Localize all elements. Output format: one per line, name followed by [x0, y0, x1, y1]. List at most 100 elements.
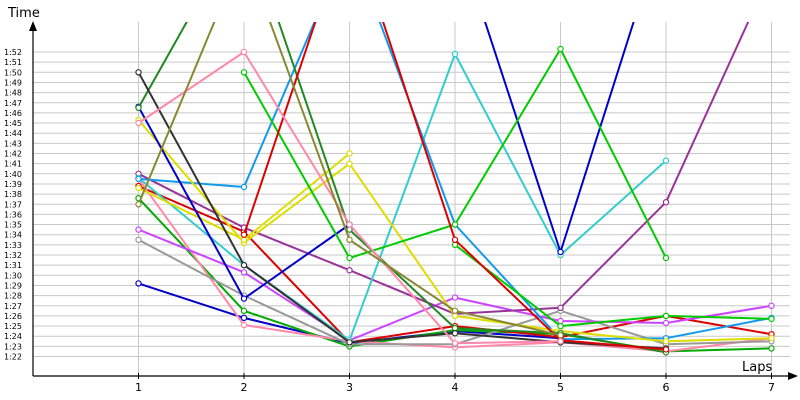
y-tick-label: 1:37 [4, 200, 22, 209]
x-axis-label: Laps [742, 360, 772, 375]
y-tick-label: 1:33 [4, 241, 22, 250]
data-point [346, 221, 353, 228]
series-18 [240, 22, 670, 353]
y-tick-label: 1:43 [4, 139, 22, 148]
series-line [137, 22, 667, 354]
y-tick-label: 1:25 [4, 322, 22, 331]
data-point [346, 150, 353, 157]
data-point [135, 69, 142, 76]
data-point [662, 312, 670, 320]
x-tick-label: 1 [135, 381, 142, 394]
series-7 [135, 22, 750, 318]
y-tick-label: 1:38 [4, 190, 22, 199]
data-point [557, 45, 564, 53]
y-tick-label: 1:42 [4, 150, 22, 159]
data-point [451, 221, 459, 228]
data-point [557, 338, 564, 345]
data-point [135, 175, 142, 183]
data-point [135, 104, 142, 112]
data-point [240, 295, 248, 302]
y-tick-label: 1:39 [4, 180, 22, 189]
data-point [240, 307, 248, 314]
series-lines [135, 22, 775, 356]
data-point [135, 184, 142, 192]
data-point [346, 254, 353, 262]
x-tick-label: 7 [768, 381, 775, 394]
y-tick-label: 1:52 [4, 48, 22, 57]
data-point [662, 254, 670, 262]
data-point [346, 339, 353, 346]
data-point [557, 317, 564, 325]
y-tick-label: 1:44 [4, 129, 22, 138]
data-point [768, 345, 775, 352]
data-point [451, 294, 459, 301]
series-19 [135, 48, 564, 347]
data-point [451, 307, 459, 314]
y-tick-label: 1:48 [4, 89, 22, 98]
data-point [451, 324, 459, 332]
series-6 [135, 226, 775, 344]
data-point [768, 335, 775, 342]
series-line [454, 244, 772, 328]
data-point [346, 236, 353, 243]
y-tick-label: 1:35 [4, 221, 22, 230]
x-tick-label: 2 [241, 381, 248, 394]
data-point [240, 231, 248, 238]
data-point [557, 304, 564, 311]
data-point [768, 302, 775, 309]
x-tick-label: 3 [346, 381, 353, 394]
data-point [240, 236, 248, 243]
x-tick-label: 6 [663, 381, 670, 394]
y-tick-label: 1:26 [4, 312, 22, 321]
data-point [557, 332, 564, 339]
data-point [557, 322, 564, 330]
x-tick-label: 5 [557, 381, 564, 394]
data-point [662, 338, 670, 345]
series-13 [484, 22, 635, 256]
y-tick-label: 1:45 [4, 119, 22, 128]
y-tick-label: 1:23 [4, 342, 22, 351]
data-point [240, 183, 248, 191]
data-point [662, 319, 670, 327]
tick-labels: 1:22 1:231:241:251:261:271:28 1:291:301:31… [4, 48, 775, 394]
data-point [240, 321, 248, 329]
data-point [135, 280, 142, 287]
data-point [240, 48, 248, 56]
data-point [451, 236, 459, 243]
data-point [768, 315, 775, 323]
y-axis-arrow [29, 21, 37, 31]
y-axis-label: Time [7, 6, 40, 21]
series-16 [135, 22, 670, 356]
gridlines [33, 22, 790, 376]
y-tick-label: 1:34 [4, 231, 22, 240]
series-11 [135, 150, 353, 243]
data-point [135, 226, 142, 233]
data-point [662, 198, 670, 206]
y-tick-label: 1:24 [4, 332, 22, 341]
series-20 [135, 22, 564, 339]
series-line [137, 71, 667, 350]
y-tick-label: 1:27 [4, 302, 22, 311]
y-tick-label: 1:29 [4, 281, 22, 290]
y-tick-label: 1:30 [4, 271, 22, 280]
y-tick-label: 1:28 [4, 292, 22, 301]
data-point [451, 330, 459, 337]
series-14 [240, 45, 670, 262]
y-tick-label: 1:47 [4, 99, 22, 108]
y-tick-label: 1:50 [4, 68, 22, 77]
data-point [135, 119, 142, 127]
data-point [135, 236, 142, 243]
data-point [346, 267, 353, 274]
series-8 [135, 50, 670, 344]
data-point [135, 201, 142, 208]
y-tick-label: 1:49 [4, 78, 22, 87]
y-tick-label: 1:31 [4, 261, 22, 270]
y-tick-label: 1:40 [4, 170, 22, 179]
data-point [662, 346, 670, 353]
data-point [240, 261, 248, 269]
y-tick-label: 1:51 [4, 58, 22, 67]
series-line [137, 53, 667, 342]
y-tick-label: 1:46 [4, 109, 22, 118]
